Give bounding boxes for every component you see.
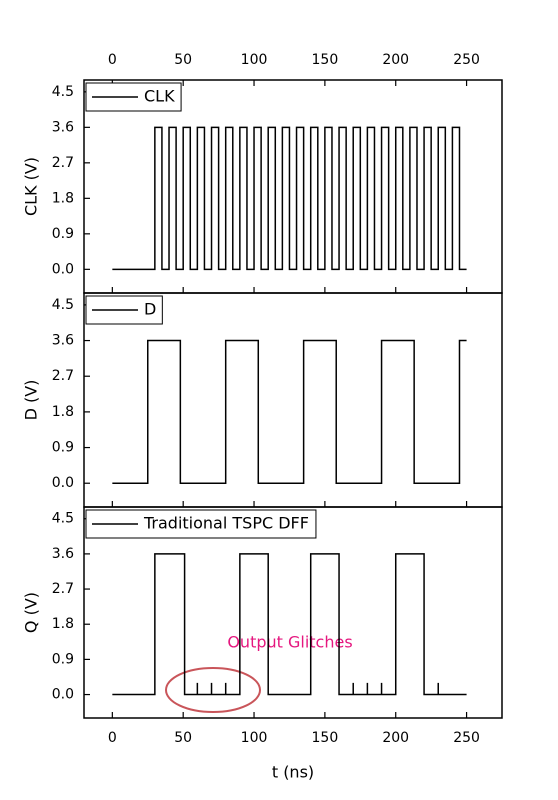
y-tick-label: 1.8 <box>52 616 74 632</box>
y-tick-label: 1.8 <box>52 404 74 420</box>
y-tick-label: 3.6 <box>52 333 74 349</box>
legend-text: Traditional TSPC DFF <box>143 514 309 533</box>
x-tick-label: 150 <box>312 730 339 746</box>
y-tick-label: 2.7 <box>52 155 74 171</box>
y-tick-label: 0.0 <box>52 261 74 277</box>
plot-frame <box>83 79 503 294</box>
legend-text: D <box>144 300 156 319</box>
y-tick-label: 3.6 <box>52 546 74 562</box>
series-line <box>112 339 467 484</box>
y-tick-label: 2.7 <box>52 581 74 597</box>
y-tick-label: 4.5 <box>52 84 74 100</box>
x-tick-label: 0 <box>108 730 117 746</box>
series-line <box>112 126 467 271</box>
y-tick-label: 4.5 <box>52 297 74 313</box>
plot-frame <box>83 506 503 719</box>
x-tick-label: 50 <box>174 730 192 746</box>
y-tick-label: 0.9 <box>52 440 74 456</box>
annotation: Output Glitches <box>227 633 352 652</box>
y-tick-label: 0.0 <box>52 475 74 491</box>
x-tick-label: 150 <box>312 52 339 68</box>
y-tick-label: 0.0 <box>52 687 74 703</box>
x-tick-label: 100 <box>241 730 268 746</box>
y-axis-title: Q (V) <box>22 592 41 633</box>
series-line <box>112 553 467 696</box>
y-tick-label: 3.6 <box>52 119 74 135</box>
glitch-highlight <box>165 667 261 713</box>
x-tick-label: 50 <box>174 52 192 68</box>
x-tick-label: 250 <box>453 52 480 68</box>
x-tick-label: 100 <box>241 52 268 68</box>
legend-text: CLK <box>144 87 175 106</box>
x-tick-label: 0 <box>108 52 117 68</box>
plot-frame <box>83 292 503 508</box>
x-tick-label: 200 <box>382 730 409 746</box>
y-tick-label: 0.9 <box>52 651 74 667</box>
y-tick-label: 1.8 <box>52 190 74 206</box>
y-axis-title: CLK (V) <box>22 157 41 216</box>
x-tick-label: 200 <box>382 52 409 68</box>
y-axis-title: D (V) <box>22 380 41 421</box>
y-tick-label: 2.7 <box>52 368 74 384</box>
x-tick-label: 250 <box>453 730 480 746</box>
x-axis-title: t (ns) <box>272 763 314 782</box>
y-tick-label: 4.5 <box>52 511 74 527</box>
y-tick-label: 0.9 <box>52 226 74 242</box>
